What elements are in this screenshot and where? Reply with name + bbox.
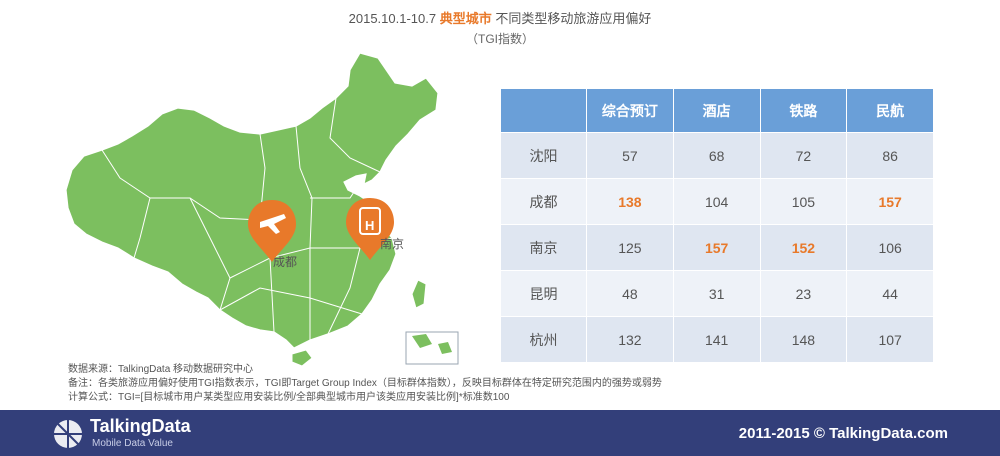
- row-city-label: 昆明: [500, 270, 587, 317]
- footnotes: 数据来源：TalkingData 移动数据研究中心 备注：各类旅游应用偏好使用T…: [68, 363, 662, 405]
- row-city-label: 沈阳: [500, 132, 587, 179]
- tgi-value-cell: 68: [672, 132, 761, 179]
- table-row: 昆明 48 31 23 44: [500, 270, 934, 317]
- map-land: [65, 52, 459, 367]
- airplane-icon: [260, 214, 286, 234]
- tgi-value-cell: 138: [586, 178, 674, 225]
- brand-tagline: Mobile Data Value: [92, 438, 173, 449]
- talkingdata-logo-icon: [54, 420, 82, 448]
- tgi-value-cell: 44: [846, 270, 934, 317]
- tgi-value-cell: 72: [759, 132, 848, 179]
- table-row: 杭州 132 141 148 107: [500, 316, 934, 363]
- pin-chengdu: 成都: [248, 200, 297, 269]
- tgi-value-cell: 48: [586, 270, 674, 317]
- tgi-value-cell: 106: [846, 224, 934, 271]
- tgi-value-cell: 132: [586, 316, 674, 363]
- row-city-label: 成都: [500, 178, 587, 225]
- tgi-value-cell: 105: [759, 178, 848, 225]
- table-row: 沈阳 57 68 72 86: [500, 132, 934, 179]
- note-formula: 计算公式：TGI=[目标城市用户某类型应用安装比例/全部典型城市用户该类应用安装…: [68, 392, 510, 403]
- tgi-value-cell: 152: [759, 224, 848, 271]
- tgi-value-cell: 157: [672, 224, 761, 271]
- tgi-value-cell: 31: [672, 270, 761, 317]
- note-remark: 备注：各类旅游应用偏好使用TGI指数表示，TGI即Target Group In…: [68, 378, 662, 389]
- column-header: 民航: [846, 88, 934, 133]
- title-highlight: 典型城市: [439, 11, 492, 26]
- chart-subtitle: （TGI指数）: [466, 32, 534, 46]
- tgi-value-cell: 157: [846, 178, 934, 225]
- pin-nanjing: H 南京: [346, 198, 404, 260]
- tgi-table: 综合预订 酒店 铁路 民航 沈阳 57 68 72 86 成都 138 104 105 157 南京 125…: [500, 88, 934, 363]
- row-city-label: 南京: [500, 224, 587, 271]
- header-corner-cell: [500, 88, 587, 133]
- column-header: 综合预订: [586, 88, 674, 133]
- tgi-value-cell: 107: [846, 316, 934, 363]
- china-map: 成都 H 南京: [65, 52, 459, 367]
- tgi-value-cell: 57: [586, 132, 674, 179]
- brand-name: TalkingData: [90, 416, 191, 436]
- tgi-value-cell: 125: [586, 224, 674, 271]
- column-header: 酒店: [672, 88, 761, 133]
- title-suffix: 不同类型移动旅游应用偏好: [495, 11, 652, 26]
- map-pin-marker: [346, 198, 394, 260]
- row-city-label: 杭州: [500, 316, 587, 363]
- tgi-value-cell: 141: [672, 316, 761, 363]
- copyright-text: 2011-2015 © TalkingData.com: [738, 425, 948, 442]
- tgi-value-cell: 148: [759, 316, 848, 363]
- hotel-letter: H: [365, 218, 374, 233]
- footer-bar: TalkingData Mobile Data Value 2011-2015 …: [0, 410, 1000, 456]
- tgi-value-cell: 86: [846, 132, 934, 179]
- south-sea-islands: [412, 334, 452, 354]
- pin-label-chengdu: 成都: [273, 255, 297, 269]
- mainland-shape: [65, 52, 439, 349]
- hainan-island: [291, 349, 313, 367]
- tgi-value-cell: 104: [672, 178, 761, 225]
- tgi-value-cell: 23: [759, 270, 848, 317]
- table-row: 南京 125 157 152 106: [500, 224, 934, 271]
- taiwan-island: [411, 279, 427, 309]
- table-row: 成都 138 104 105 157: [500, 178, 934, 225]
- column-header: 铁路: [759, 88, 848, 133]
- table-header-row: 综合预订 酒店 铁路 民航: [500, 88, 934, 133]
- title-prefix: 2015.10.1-10.7: [348, 11, 437, 26]
- pin-label-nanjing: 南京: [380, 236, 404, 251]
- train-hotel-icon: [359, 207, 381, 235]
- chart-title: 2015.10.1-10.7 典型城市 不同类型移动旅游应用偏好: [0, 10, 1000, 28]
- note-source: 数据来源：TalkingData 移动数据研究中心: [68, 364, 254, 375]
